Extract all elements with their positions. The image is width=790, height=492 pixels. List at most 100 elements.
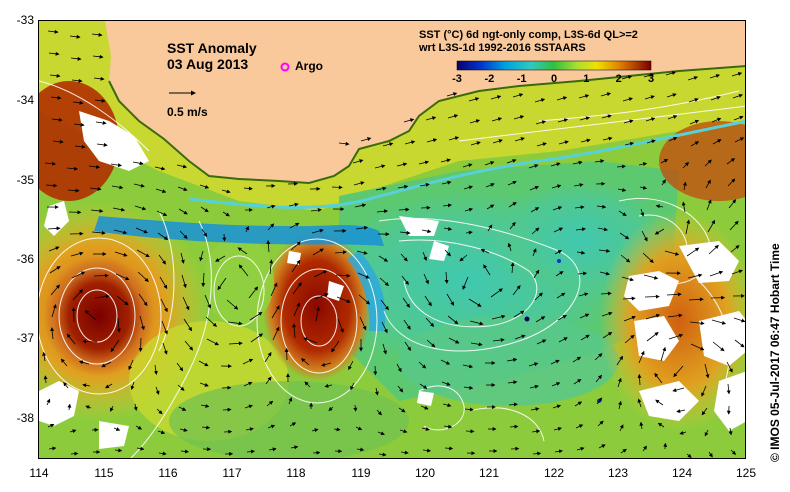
current-vector-arrow bbox=[292, 282, 302, 295]
credit-text: © IMOS 05-Jul-2017 06:47 Hobart Time bbox=[768, 243, 782, 462]
current-vector-arrow bbox=[379, 277, 389, 287]
scale-label: 0.5 m/s bbox=[167, 105, 208, 119]
current-vector-arrow bbox=[734, 137, 745, 143]
current-vector-arrow bbox=[51, 304, 57, 318]
current-vector-arrow bbox=[706, 199, 712, 211]
current-vector-arrow bbox=[356, 250, 368, 255]
current-vector-arrow bbox=[621, 75, 633, 80]
colorbar-title-line1: SST (°C) 6d ngt-only comp, L3S-6d QL>=2 bbox=[419, 29, 638, 41]
current-vector-arrow bbox=[654, 372, 663, 384]
current-vector-arrow bbox=[666, 292, 682, 297]
current-vector-arrow bbox=[709, 270, 724, 277]
lon-label: 114 bbox=[29, 466, 49, 480]
current-vector-arrow bbox=[535, 120, 547, 125]
current-vector-arrow bbox=[94, 98, 106, 103]
current-vector-arrow bbox=[535, 316, 546, 323]
current-vector-arrow bbox=[378, 255, 389, 262]
current-vector-arrow bbox=[113, 229, 128, 235]
current-vector-arrow bbox=[534, 292, 543, 301]
current-vector-arrow bbox=[114, 251, 128, 257]
lat-label: -38 bbox=[16, 411, 34, 425]
current-vector-arrow bbox=[110, 405, 114, 412]
current-vector-arrow bbox=[70, 251, 84, 257]
current-vector-arrow bbox=[512, 93, 524, 98]
current-vector-arrow bbox=[156, 408, 163, 415]
current-vector-arrow bbox=[508, 402, 518, 407]
current-vector-arrow bbox=[67, 403, 72, 411]
current-vector-arrow bbox=[731, 72, 743, 77]
current-vector-arrow bbox=[245, 225, 249, 233]
current-vector-arrow bbox=[727, 178, 736, 187]
current-vector-arrow bbox=[355, 225, 369, 230]
current-vector-arrow bbox=[730, 449, 737, 455]
current-vector-arrow bbox=[536, 339, 547, 345]
lat-label: -37 bbox=[16, 331, 34, 345]
colorbar-tick-label: 1 bbox=[583, 73, 590, 85]
current-vector-arrow bbox=[397, 184, 409, 189]
current-vector-arrow bbox=[638, 350, 645, 364]
current-vector-arrow bbox=[532, 248, 537, 257]
current-vector-arrow bbox=[459, 254, 468, 262]
current-vector-arrow bbox=[284, 347, 289, 361]
current-vector-arrow bbox=[246, 449, 255, 454]
current-vector-arrow bbox=[704, 159, 712, 167]
current-vector-arrow bbox=[555, 271, 564, 277]
current-vector-arrow bbox=[250, 333, 264, 343]
current-vector-arrow bbox=[470, 342, 483, 347]
current-vector-arrow bbox=[243, 186, 253, 191]
current-vector-arrow bbox=[315, 306, 320, 322]
current-vector-arrow bbox=[422, 251, 427, 261]
current-vector-arrow bbox=[682, 181, 687, 191]
current-vector-arrow bbox=[733, 115, 744, 121]
current-vector-arrow bbox=[556, 96, 568, 101]
current-vector-arrow bbox=[594, 159, 605, 164]
current-vector-arrow bbox=[728, 199, 737, 209]
current-vector-arrow bbox=[492, 338, 505, 342]
current-vector-arrow bbox=[47, 226, 61, 231]
current-vector-arrow bbox=[73, 122, 85, 127]
current-vector-arrow bbox=[506, 357, 518, 362]
current-vector-arrow bbox=[418, 160, 430, 165]
lat-label: -35 bbox=[16, 173, 34, 187]
current-vector-arrow bbox=[616, 355, 624, 366]
current-vector-arrow bbox=[639, 421, 644, 430]
current-vector-arrow bbox=[574, 205, 585, 210]
current-vector-arrow bbox=[404, 140, 416, 145]
current-vector-arrow bbox=[510, 262, 515, 274]
current-vector-arrow bbox=[178, 406, 187, 411]
current-vector-arrow bbox=[336, 296, 351, 303]
current-vector-arrow bbox=[468, 97, 480, 102]
current-vector-arrow bbox=[331, 340, 340, 353]
current-vector-arrow bbox=[48, 51, 60, 56]
current-vector-arrow bbox=[184, 340, 194, 351]
current-vector-arrow bbox=[199, 184, 210, 189]
current-vector-arrow bbox=[550, 359, 560, 365]
current-vector-arrow bbox=[130, 381, 135, 390]
current-vector-arrow bbox=[96, 142, 108, 147]
current-vector-arrow bbox=[132, 161, 144, 166]
current-vector-arrow bbox=[400, 450, 409, 455]
current-vector-arrow bbox=[90, 208, 104, 213]
current-vector-arrow bbox=[710, 95, 721, 101]
current-vector-arrow bbox=[399, 230, 411, 235]
current-vector-arrow bbox=[403, 319, 411, 330]
current-vector-arrow bbox=[133, 403, 138, 411]
current-vector-arrow bbox=[554, 250, 562, 255]
current-vector-arrow bbox=[708, 451, 713, 458]
current-vector-arrow bbox=[179, 230, 188, 239]
map-canvas bbox=[39, 21, 745, 458]
current-vector-arrow bbox=[529, 384, 539, 389]
current-vector-arrow bbox=[596, 397, 603, 405]
current-vector-arrow bbox=[180, 252, 185, 264]
current-vector-arrow bbox=[556, 292, 566, 299]
current-vector-arrow bbox=[66, 166, 79, 171]
current-vector-arrow bbox=[598, 248, 611, 253]
current-vector-arrow bbox=[49, 266, 61, 274]
current-vector-arrow bbox=[42, 351, 47, 362]
current-vector-arrow bbox=[712, 139, 722, 145]
current-vector-arrow bbox=[423, 273, 429, 285]
current-vector-arrow bbox=[621, 276, 634, 282]
lon-label: 120 bbox=[414, 466, 436, 480]
current-vector-arrow bbox=[507, 380, 518, 385]
current-vector-arrow bbox=[353, 181, 365, 186]
